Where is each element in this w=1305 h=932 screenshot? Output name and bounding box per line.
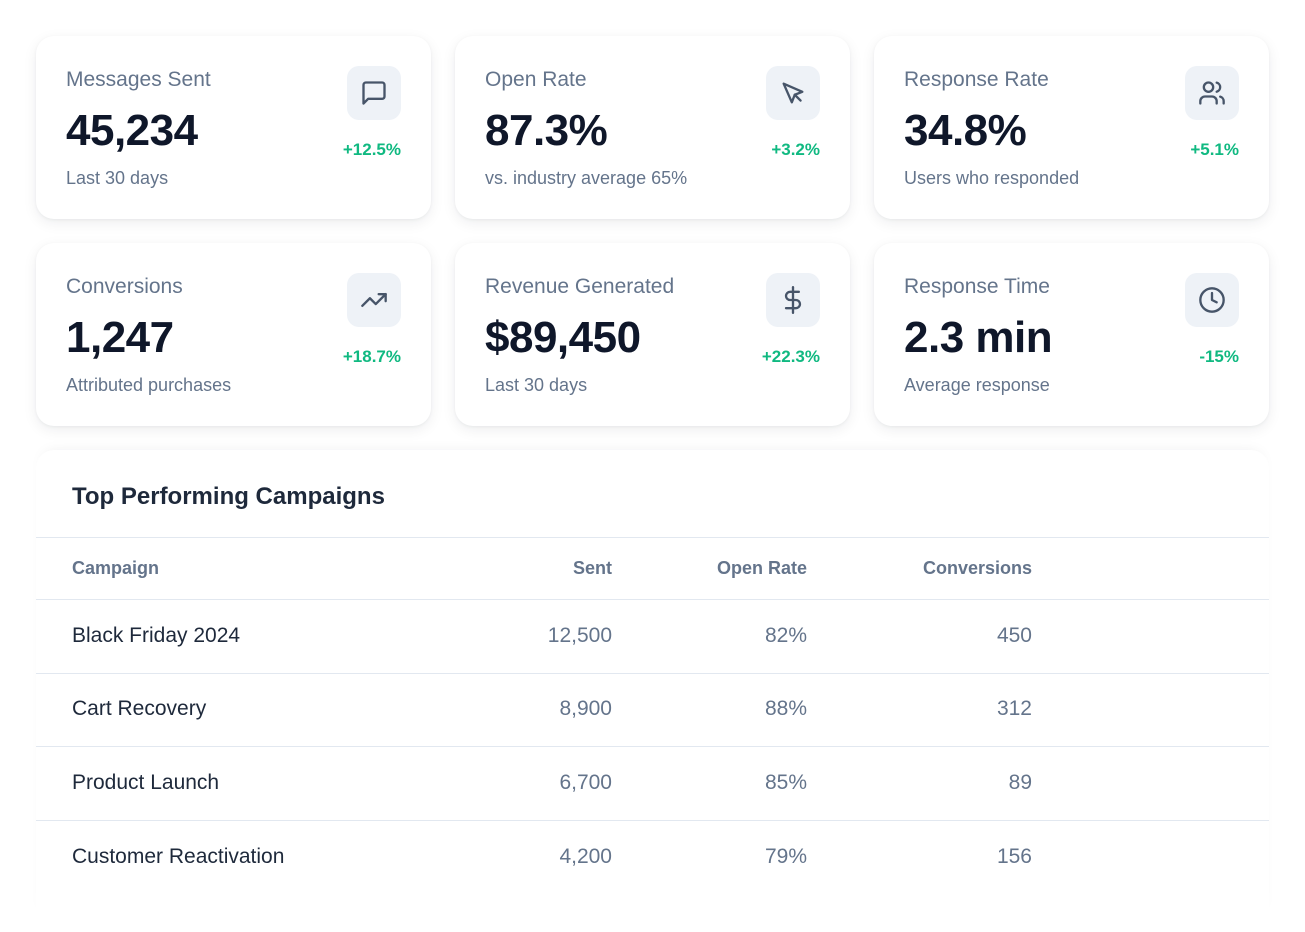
- campaign-name: Cart Recovery: [72, 697, 207, 720]
- column-header-sent[interactable]: Sent: [572, 558, 612, 578]
- campaign-name: Black Friday 2024: [72, 624, 241, 647]
- table-row[interactable]: Black Friday 2024 12,500 82% 450: [36, 600, 1269, 674]
- column-header-conversions[interactable]: Conversions: [922, 558, 1032, 578]
- metric-subtext: vs. industry average 65%: [485, 168, 688, 188]
- metric-card-messages-sent[interactable]: Messages Sent 45,234 Last 30 days +12.5%: [36, 36, 431, 219]
- users-icon: [1185, 66, 1239, 120]
- metric-label: Response Rate: [904, 68, 1049, 91]
- metric-value: 1,247: [66, 313, 174, 362]
- metric-subtext: Last 30 days: [485, 375, 588, 395]
- metric-card-revenue-generated[interactable]: Revenue Generated $89,450 Last 30 days +…: [455, 243, 850, 426]
- metric-subtext: Last 30 days: [66, 168, 169, 188]
- metric-value: 2.3 min: [904, 313, 1053, 362]
- table-header: Campaign Sent Open Rate Conversions: [36, 537, 1269, 600]
- metric-change: -15%: [1199, 347, 1239, 366]
- metric-card-conversions[interactable]: Conversions 1,247 Attributed purchases +…: [36, 243, 431, 426]
- campaign-open-rate: 82%: [764, 624, 807, 647]
- campaigns-panel: Top Performing Campaigns Campaign Sent O…: [36, 450, 1269, 920]
- campaign-open-rate: 85%: [764, 771, 807, 794]
- metric-value: 45,234: [66, 106, 198, 155]
- metric-label: Revenue Generated: [485, 275, 675, 298]
- metric-card-response-time[interactable]: Response Time 2.3 min Average response -…: [874, 243, 1269, 426]
- campaign-open-rate: 88%: [764, 697, 807, 720]
- campaign-sent: 6,700: [559, 771, 612, 794]
- table-row[interactable]: Cart Recovery 8,900 88% 312: [36, 673, 1269, 747]
- table-row[interactable]: Product Launch 6,700 85% 89: [36, 747, 1269, 821]
- metric-value: 87.3%: [485, 106, 608, 155]
- campaign-conversions: 89: [1008, 771, 1032, 794]
- mouse-pointer-icon: [766, 66, 820, 120]
- metric-change: +12.5%: [342, 140, 401, 159]
- campaign-sent: 12,500: [547, 624, 612, 647]
- campaign-name: Customer Reactivation: [72, 845, 285, 868]
- metric-change: +5.1%: [1190, 140, 1239, 159]
- metric-change: +22.3%: [761, 347, 820, 366]
- campaign-name: Product Launch: [72, 771, 220, 794]
- clock-icon: [1185, 273, 1239, 327]
- metric-value: $89,450: [485, 313, 641, 362]
- column-header-campaign[interactable]: Campaign: [72, 558, 160, 578]
- campaign-sent: 4,200: [559, 845, 612, 868]
- campaign-conversions: 312: [996, 697, 1032, 720]
- metric-label: Response Time: [904, 275, 1050, 298]
- metric-label: Open Rate: [485, 68, 587, 91]
- metric-card-response-rate[interactable]: Response Rate 34.8% Users who responded …: [874, 36, 1269, 219]
- metric-subtext: Users who responded: [904, 168, 1080, 188]
- metric-card-open-rate[interactable]: Open Rate 87.3% vs. industry average 65%…: [455, 36, 850, 219]
- trending-up-icon: [347, 273, 401, 327]
- campaign-conversions: 450: [996, 624, 1032, 647]
- metric-change: +3.2%: [771, 140, 820, 159]
- metric-label: Messages Sent: [66, 68, 211, 91]
- campaign-open-rate: 79%: [764, 845, 807, 868]
- dollar-sign-icon: [766, 273, 820, 327]
- metrics-grid: Messages Sent 45,234 Last 30 days +12.5%…: [36, 36, 1269, 426]
- metric-value: 34.8%: [904, 106, 1027, 155]
- metric-change: +18.7%: [342, 347, 401, 366]
- campaigns-title: Top Performing Campaigns: [72, 483, 385, 510]
- column-header-open-rate[interactable]: Open Rate: [716, 558, 807, 578]
- message-square-icon: [347, 66, 401, 120]
- campaign-sent: 8,900: [559, 697, 612, 720]
- metric-subtext: Attributed purchases: [66, 375, 232, 395]
- metric-subtext: Average response: [904, 375, 1050, 395]
- campaign-conversions: 156: [996, 845, 1032, 868]
- table-row[interactable]: Customer Reactivation 4,200 79% 156: [36, 821, 1269, 895]
- metric-label: Conversions: [66, 275, 183, 298]
